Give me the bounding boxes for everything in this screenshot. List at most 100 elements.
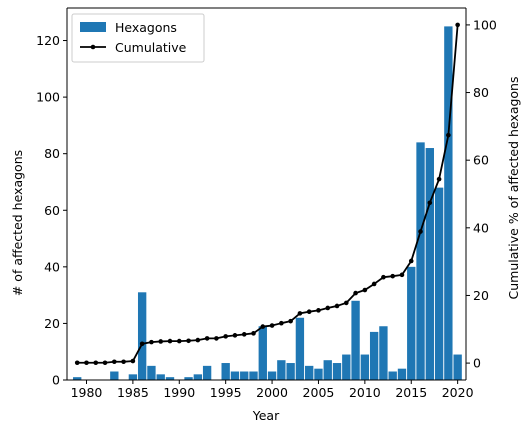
bar-2011	[369, 331, 379, 380]
cumulative-point-2001	[279, 320, 284, 326]
cumulative-point-2009	[353, 290, 358, 296]
bar-2002	[286, 363, 295, 380]
bar-1983	[110, 371, 119, 380]
cumulative-point-1982	[102, 360, 108, 366]
cumulative-point-1992	[195, 337, 201, 343]
x-tick-label-1990: 1990	[163, 385, 195, 400]
bar-2003	[295, 317, 305, 380]
y-right-tick-label-40: 40	[473, 220, 489, 235]
bar-1992	[193, 374, 203, 380]
cumulative-point-2019	[446, 132, 451, 138]
x-tick-label-1985: 1985	[117, 385, 149, 400]
y-right-tick-label-20: 20	[473, 288, 489, 303]
y-left-tick-label-40: 40	[44, 259, 60, 274]
y-axis-right-label: Cumulative % of affected hexagons	[506, 77, 521, 300]
x-tick-label-2000: 2000	[256, 385, 288, 400]
cumulative-point-1991	[186, 338, 191, 344]
bar-2004	[305, 365, 314, 380]
cumulative-point-2013	[390, 273, 396, 279]
cumulative-point-2002	[288, 318, 293, 324]
bar-1979	[73, 377, 82, 380]
bar-2009	[351, 300, 360, 380]
x-tick-label-2020: 2020	[442, 385, 474, 400]
bar-1999	[258, 326, 267, 380]
x-tick-label-1980: 1980	[71, 385, 103, 400]
cumulative-point-1999	[260, 324, 266, 329]
y-right-tick-label-80: 80	[473, 85, 489, 100]
cumulative-point-1983	[112, 359, 117, 365]
cumulative-point-1984	[121, 359, 126, 365]
cumulative-point-1994	[214, 336, 219, 341]
x-tick-label-2005: 2005	[303, 385, 335, 400]
cumulative-point-2018	[436, 176, 442, 182]
bar-1997	[240, 371, 249, 380]
cumulative-point-2017	[427, 200, 433, 206]
y-axis-left-label: # of affected hexagons	[10, 150, 25, 296]
y-left-tick-label-0: 0	[52, 373, 60, 388]
bar-2015	[407, 266, 416, 380]
bar-2013	[388, 371, 397, 380]
bar-2017	[425, 148, 434, 380]
bar-1986	[137, 292, 147, 380]
cumulative-point-1998	[251, 331, 256, 336]
cumulative-point-2007	[334, 303, 340, 309]
bars-group	[73, 26, 462, 380]
cumulative-point-2015	[408, 258, 414, 264]
legend-swatch-hexagons	[80, 22, 106, 32]
bar-1996	[230, 371, 240, 380]
y-left-tick-label-20: 20	[44, 316, 60, 331]
bar-2001	[277, 360, 286, 380]
cumulative-point-2011	[371, 281, 377, 287]
bar-1991	[184, 377, 193, 380]
cumulative-point-2020	[455, 22, 460, 28]
bar-1987	[147, 365, 156, 380]
cumulative-point-2005	[316, 308, 321, 313]
bar-1993	[202, 365, 212, 380]
y-right-tick-label-0: 0	[473, 356, 481, 371]
cumulative-point-1995	[223, 334, 228, 339]
x-tick-label-1995: 1995	[210, 385, 242, 400]
cumulative-point-2012	[381, 274, 386, 280]
y-right-tick-label-60: 60	[473, 153, 489, 168]
bar-2005	[314, 368, 323, 380]
cumulative-point-1997	[241, 332, 247, 337]
cumulative-point-1985	[130, 358, 136, 364]
y-left-tick-label-100: 100	[36, 90, 60, 105]
cumulative-point-2014	[399, 272, 405, 278]
ticks-group: 1980 1985 1990 1995 2000 2005 2010 2015 2020 0 20 4…	[36, 17, 497, 400]
axes-group	[66, 7, 467, 381]
x-axis-label: Year	[252, 408, 280, 423]
bar-1995	[221, 363, 230, 380]
cumulative-point-1996	[232, 333, 238, 338]
bar-2008	[342, 354, 351, 380]
cumulative-point-1980	[84, 360, 89, 366]
bar-1985	[128, 374, 138, 380]
cumulative-line-group	[74, 22, 460, 366]
bar-2010	[360, 354, 370, 380]
legend-swatch-cumulative-marker	[90, 44, 96, 50]
cumulative-point-1986	[139, 341, 145, 347]
y-left-tick-label-80: 80	[44, 146, 60, 161]
bar-1989	[165, 377, 175, 380]
y-left-tick-label-60: 60	[44, 203, 60, 218]
cumulative-point-2000	[269, 323, 275, 328]
bar-2012	[379, 326, 388, 380]
cumulative-point-2016	[418, 229, 423, 234]
cumulative-point-1990	[176, 338, 182, 344]
y-left-tick-label-120: 120	[36, 33, 60, 48]
cumulative-point-2004	[306, 309, 312, 314]
cumulative-point-2010	[362, 287, 368, 293]
cumulative-point-1987	[149, 339, 154, 345]
cumulative-point-1993	[204, 336, 210, 341]
bar-2019	[444, 26, 453, 380]
cumulative-point-1979	[74, 360, 80, 366]
bar-2016	[416, 142, 425, 380]
bar-2000	[267, 371, 277, 380]
y-right-tick-label-100: 100	[473, 17, 497, 32]
legend: Hexagons Cumulative	[71, 13, 205, 63]
bar-2014	[397, 368, 407, 380]
cumulative-point-1981	[93, 360, 99, 366]
legend-label-hexagons: Hexagons	[115, 20, 177, 35]
bar-2018	[434, 187, 444, 380]
